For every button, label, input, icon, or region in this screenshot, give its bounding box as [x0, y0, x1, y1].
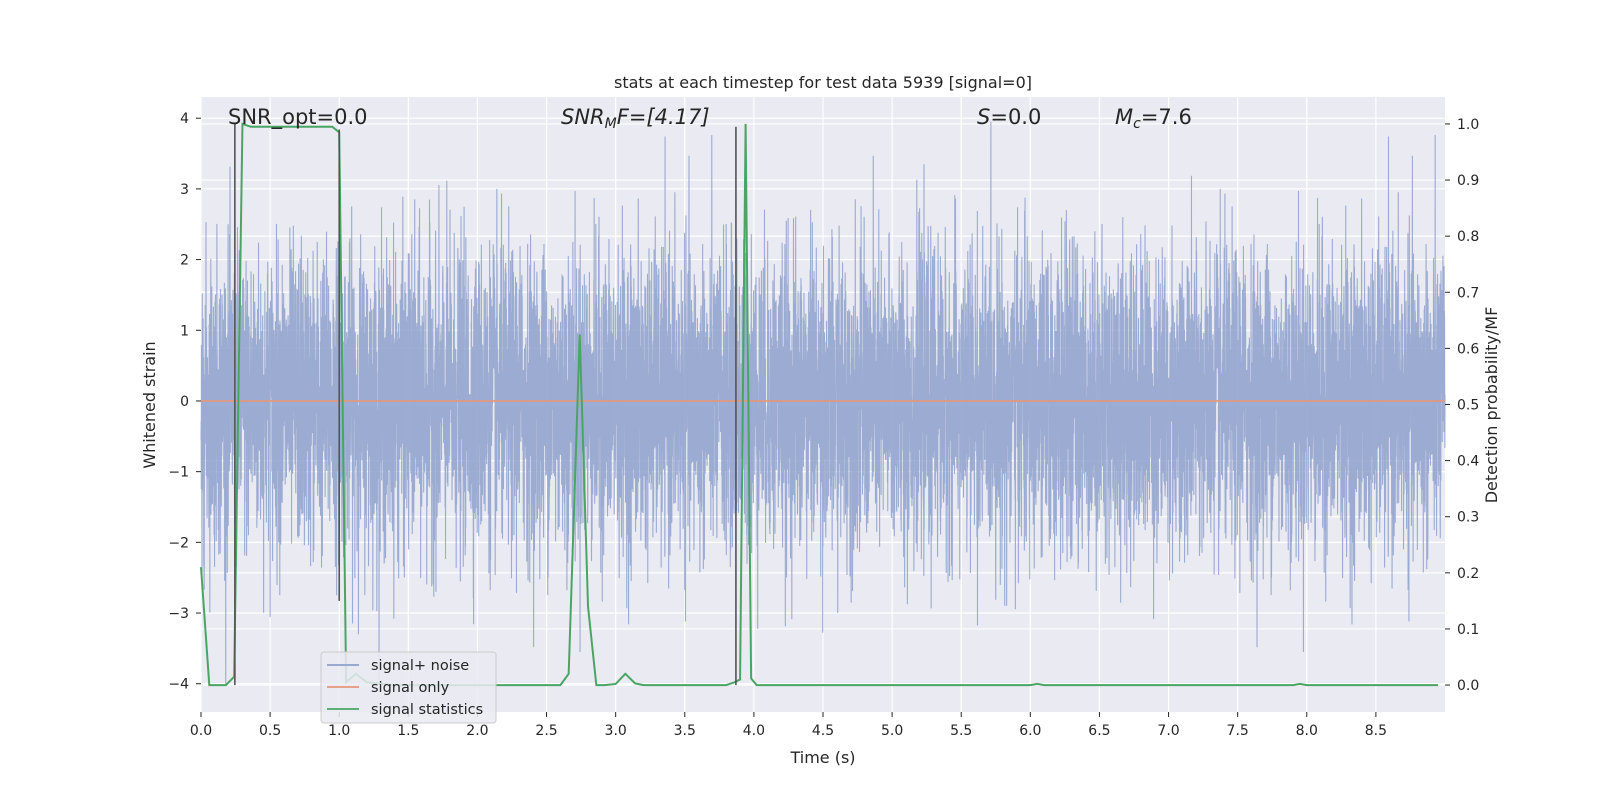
y-right-tick-label: 0.9: [1457, 173, 1479, 189]
x-tick-label: 6.0: [1019, 723, 1041, 739]
left-y-axis-label: Whitened strain: [140, 341, 159, 468]
s-annotation: S=0.0: [977, 105, 1041, 129]
y-left-tick-label: −1: [168, 465, 189, 481]
right-y-axis-ticks: 0.0 0.1 0.2 0.3 0.4 0.5 0.6 0.7 0.8 0.9 1.0: [1445, 117, 1479, 694]
left-y-axis-ticks: −4 −3 −2 −1 0 1 2 3 4: [168, 111, 201, 693]
signal-statistics-series: [200, 122, 1439, 687]
y-right-tick-label: 1.0: [1457, 117, 1479, 133]
y-right-tick-label: 0.2: [1457, 566, 1479, 582]
s-main: S: [977, 105, 990, 129]
chart-title: stats at each timestep for test data 593…: [614, 73, 1032, 92]
y-left-tick-label: 2: [180, 253, 189, 269]
x-tick-label: 6.5: [1088, 723, 1110, 739]
x-tick-label: 4.5: [812, 723, 834, 739]
s-rest: =0.0: [990, 105, 1041, 129]
y-left-tick-label: −2: [168, 535, 189, 551]
y-right-tick-label: 0.5: [1457, 398, 1479, 414]
mc-rest: =7.6: [1141, 105, 1192, 129]
x-tick-label: 0.5: [259, 723, 281, 739]
x-tick-label: 8.0: [1296, 723, 1318, 739]
legend-box: [320, 651, 497, 724]
y-right-tick-label: 0.3: [1457, 510, 1479, 526]
legend-label-signal-statistics: signal statistics: [371, 702, 483, 718]
x-tick-label: 5.5: [950, 723, 972, 739]
legend-label-signal-only: signal only: [371, 680, 450, 696]
x-tick-label: 4.0: [743, 723, 765, 739]
snr-opt-annotation: SNR_opt=0.0: [228, 105, 368, 130]
y-right-tick-label: 0.1: [1457, 622, 1479, 638]
y-right-tick-label: 0.0: [1457, 678, 1479, 694]
mc-annotation: Mc=7.6: [1115, 105, 1192, 132]
x-axis-label: Time (s): [789, 748, 855, 767]
x-tick-label: 0.0: [190, 723, 212, 739]
y-right-tick-label: 0.6: [1457, 341, 1479, 357]
signal-noise-series: [200, 121, 1446, 684]
snr-mf-rest: F=[4.17]: [617, 105, 710, 129]
y-left-tick-label: 3: [180, 182, 189, 198]
y-right-tick-label: 0.8: [1457, 229, 1479, 245]
right-y-axis-label: Detection probability/MF: [1482, 307, 1501, 504]
legend-label-signal-noise: signal+ noise: [371, 658, 469, 674]
mc-sub: c: [1133, 116, 1141, 132]
snr-mf-sub: M: [605, 116, 617, 132]
y-left-tick-label: 1: [180, 323, 189, 339]
x-tick-label: 1.0: [328, 723, 350, 739]
x-tick-label: 7.0: [1157, 723, 1179, 739]
y-left-tick-label: −3: [168, 606, 189, 622]
y-right-tick-label: 0.4: [1457, 454, 1479, 470]
snr-mf-main: SNR: [561, 105, 605, 129]
signal-noise-line: [200, 121, 1446, 684]
signal-statistics-line: [200, 122, 1439, 687]
x-tick-label: 1.5: [397, 723, 419, 739]
legend: signal+ noise signal only signal statist…: [320, 651, 497, 724]
y-right-tick-label: 0.7: [1457, 285, 1479, 301]
x-tick-label: 2.5: [535, 723, 557, 739]
y-left-tick-label: 0: [180, 394, 189, 410]
snr-mf-annotation: SNRMF=[4.17]: [561, 105, 710, 132]
x-tick-label: 3.0: [605, 723, 627, 739]
x-tick-label: 8.5: [1365, 723, 1387, 739]
x-tick-label: 2.0: [466, 723, 488, 739]
mc-main: M: [1115, 105, 1133, 129]
x-tick-label: 3.5: [674, 723, 696, 739]
y-left-tick-label: −4: [168, 677, 189, 693]
x-tick-label: 7.5: [1227, 723, 1249, 739]
y-left-tick-label: 4: [180, 111, 189, 127]
x-axis-ticks: 0.0 0.5 1.0 1.5 2.0 2.5 3.0 3.5 4.0 4.5 5.0 5.5 6.0 6…: [190, 712, 1387, 739]
x-tick-label: 5.0: [881, 723, 903, 739]
matched-filter-lines: [234, 123, 737, 686]
